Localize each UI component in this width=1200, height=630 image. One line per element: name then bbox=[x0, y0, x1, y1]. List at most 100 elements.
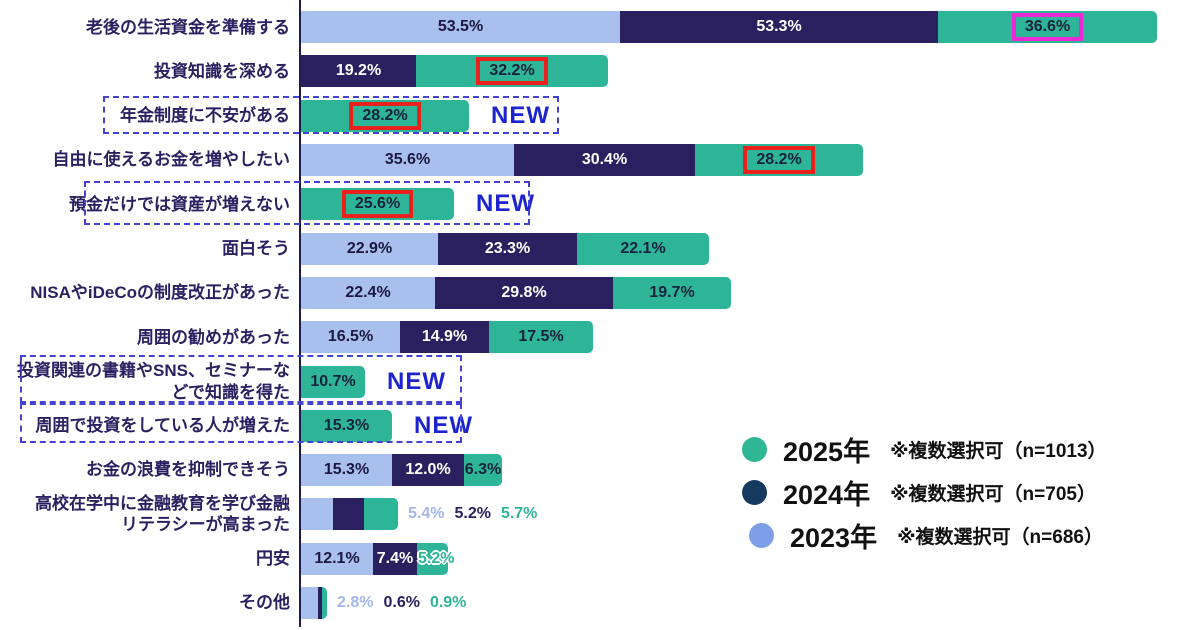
chart-row: 自由に使えるお金を増やしたい 35.6% 30.4% 28.2% bbox=[0, 138, 1200, 182]
value-label: 19.2% bbox=[335, 62, 382, 80]
bar-segment-2025: 25.6% bbox=[301, 188, 454, 221]
value-label: 53.3% bbox=[756, 18, 802, 36]
bar-segment-2024: 30.4% bbox=[514, 144, 695, 177]
bar-segment-2025: 10.7% bbox=[301, 365, 365, 398]
value-label-highlight-box-red: 28.2% bbox=[349, 101, 421, 130]
category-label: 預金だけでは資産が増えない bbox=[69, 194, 290, 214]
bar-segment-2023: 22.4% bbox=[301, 276, 435, 309]
bar-segment-2024: 29.8% bbox=[435, 276, 613, 309]
category-label: お金の浪費を抑制できそう bbox=[86, 460, 290, 480]
chart-row: その他 2.8% 0.6% 0.9% bbox=[0, 581, 1200, 625]
bar-segment-2023 bbox=[301, 498, 333, 531]
category-label: 自由に使えるお金を増やしたい bbox=[52, 150, 291, 170]
category-label: 周囲の勧めがあった bbox=[137, 327, 290, 347]
bar-group: 12.1% 7.4% 5.2% bbox=[301, 542, 455, 575]
bar-group: 5.4% 5.2% 5.7% bbox=[301, 498, 537, 531]
value-label: 22.4% bbox=[345, 283, 391, 301]
chart-row: 投資知識を深める 19.2% 32.2% bbox=[0, 49, 1200, 93]
value-label-highlight-box-red: 28.2% bbox=[743, 146, 815, 175]
chart-row: 面白そう 22.9% 23.3% 22.1% bbox=[0, 226, 1200, 270]
value-label-highlight-box-magenta: 36.6% bbox=[1011, 13, 1084, 42]
category-label: その他 bbox=[239, 593, 290, 613]
legend-note-2024: ※複数選択可（n=705） bbox=[890, 484, 1096, 505]
value-label: 15.3% bbox=[323, 416, 370, 434]
category-label: 面白そう bbox=[222, 239, 290, 258]
legend-note-2023: ※複数選択可（n=686） bbox=[897, 527, 1103, 548]
outside-value-label-2023: 5.4% bbox=[408, 505, 445, 523]
bar-segment-2025: 36.6% bbox=[938, 11, 1157, 44]
chart-row: 周囲で投資をしている人が増えた 15.3% NEW bbox=[0, 404, 1200, 448]
bar-group: 2.8% 0.6% 0.9% bbox=[301, 587, 466, 619]
bar-group: 10.7% NEW bbox=[301, 365, 446, 398]
legend-swatch-2023-icon bbox=[749, 523, 774, 548]
bar-segment-2025: 28.2% bbox=[301, 99, 469, 132]
bar-group: 16.5% 14.9% 17.5% bbox=[301, 321, 593, 354]
bar-group: 25.6% NEW bbox=[301, 188, 535, 221]
outside-value-label-2024: 0.6% bbox=[383, 594, 420, 611]
bar-group: 19.2% 32.2% bbox=[301, 55, 608, 88]
new-badge: NEW bbox=[414, 411, 473, 439]
bar-segment-2024: 19.2% bbox=[301, 55, 416, 88]
value-label: 30.4% bbox=[581, 151, 628, 169]
bar-segment-2025: 22.1% bbox=[577, 232, 709, 265]
value-label: 14.9% bbox=[421, 328, 468, 346]
bar-segment-2023 bbox=[301, 587, 318, 619]
value-label: 17.5% bbox=[518, 328, 564, 346]
chart-row: 投資関連の書籍やSNS、セミナーな どで知識を得た 10.7% NEW bbox=[0, 359, 1200, 403]
outside-value-label-2025: 0.9% bbox=[429, 594, 467, 611]
bar-group: 53.5% 53.3% 36.6% bbox=[301, 11, 1157, 44]
bar-segment-2023: 16.5% bbox=[301, 321, 400, 354]
bar-segment-2024 bbox=[333, 498, 364, 531]
category-label: 高校在学中に金融教育を学び金融 リテラシーが高まった bbox=[35, 494, 290, 535]
new-badge: NEW bbox=[491, 101, 550, 129]
legend-year-2023: 2023年 bbox=[790, 523, 878, 553]
legend-year-2025: 2025年 bbox=[783, 437, 871, 467]
chart-row: 老後の生活資金を準備する 53.5% 53.3% 36.6% bbox=[0, 5, 1200, 49]
bar-segment-2025: 17.5% bbox=[489, 321, 593, 354]
bar-group: 15.3% 12.0% 6.3% bbox=[301, 454, 502, 487]
bar-segment-2025: 28.2% bbox=[695, 144, 863, 177]
legend: 2025年 ※複数選択可（n=1013） 2024年 ※複数選択可（n=705）… bbox=[742, 428, 1107, 557]
value-label: 22.9% bbox=[346, 239, 393, 257]
chart-row: 周囲の勧めがあった 16.5% 14.9% 17.5% bbox=[0, 315, 1200, 359]
bar-segment-2025: 32.2% bbox=[416, 55, 608, 88]
category-label: 円安 bbox=[256, 549, 290, 569]
category-label: NISAやiDeCoの制度改正があった bbox=[30, 283, 290, 303]
outside-value-label-2025: 5.2% bbox=[418, 549, 455, 567]
chart-rows-container: 老後の生活資金を準備する 53.5% 53.3% 36.6% 投資知識を深める 19.2%… bbox=[0, 5, 1200, 625]
chart-row: 円安 12.1% 7.4% 5.2% bbox=[0, 537, 1200, 581]
bar-group: 15.3% NEW bbox=[301, 409, 473, 442]
bar-group: 22.9% 23.3% 22.1% bbox=[301, 232, 709, 265]
bar-segment-2023: 35.6% bbox=[301, 144, 514, 177]
bar-segment-2024: 23.3% bbox=[438, 232, 577, 265]
bar-segment-2024: 12.0% bbox=[392, 454, 464, 487]
bar-segment-2023: 22.9% bbox=[301, 232, 438, 265]
bar-segment-2024: 53.3% bbox=[620, 11, 938, 44]
new-badge: NEW bbox=[476, 190, 535, 218]
category-label: 周囲で投資をしている人が増えた bbox=[35, 416, 291, 436]
chart-row: 高校在学中に金融教育を学び金融 リテラシーが高まった 5.4% 5.2% 5.7% bbox=[0, 492, 1200, 536]
new-badge: NEW bbox=[387, 367, 446, 395]
bar-segment-2025 bbox=[364, 498, 398, 531]
bar-group: 35.6% 30.4% 28.2% bbox=[301, 144, 863, 177]
value-label: 53.5% bbox=[437, 18, 484, 36]
chart-row: 年金制度に不安がある 28.2% NEW bbox=[0, 94, 1200, 138]
chart-row: NISAやiDeCoの制度改正があった 22.4% 29.8% 19.7% bbox=[0, 271, 1200, 315]
bar-segment-2025: 19.7% bbox=[613, 276, 731, 309]
bar-segment-2023: 15.3% bbox=[301, 454, 392, 487]
chart-row: お金の浪費を抑制できそう 15.3% 12.0% 6.3% bbox=[0, 448, 1200, 492]
value-label: 12.1% bbox=[314, 549, 360, 567]
bar-segment-2025 bbox=[417, 542, 448, 575]
legend-swatch-2024-icon bbox=[742, 480, 767, 505]
legend-swatch-2025-icon bbox=[742, 437, 767, 462]
value-label: 35.6% bbox=[384, 151, 431, 169]
bar-segment-2024 bbox=[318, 587, 322, 619]
legend-year-2024: 2024年 bbox=[783, 480, 871, 510]
legend-item-2023: 2023年 ※複数選択可（n=686） bbox=[749, 514, 1107, 557]
value-label: 7.4% bbox=[376, 549, 414, 567]
value-label: 29.8% bbox=[501, 283, 547, 301]
bar-segment-2025: 6.3% bbox=[464, 454, 502, 487]
category-label: 年金制度に不安がある bbox=[120, 106, 290, 126]
bar-segment-2024: 14.9% bbox=[400, 321, 489, 354]
value-label: 12.0% bbox=[405, 461, 451, 479]
